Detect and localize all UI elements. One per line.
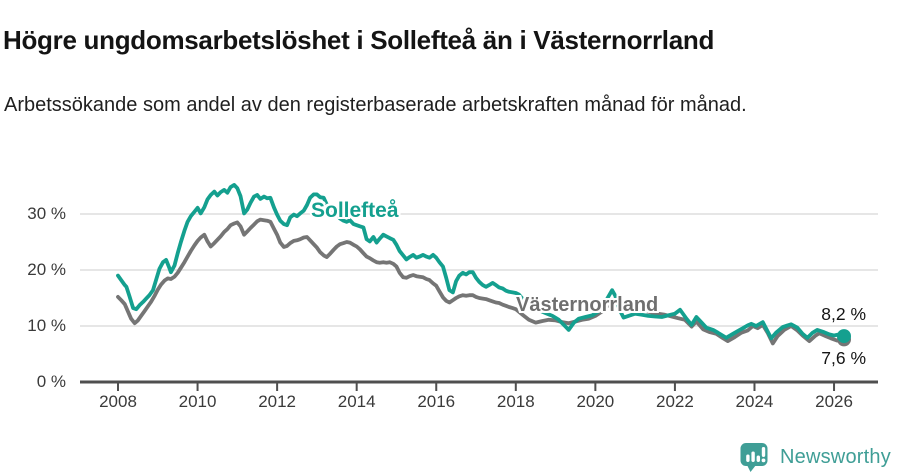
x-axis-label: 2024 <box>735 392 774 411</box>
newsworthy-logo-icon <box>740 443 768 472</box>
series-label-vasternorrland: Västernorrland <box>516 294 659 316</box>
series-end-dot-solleftea <box>837 329 851 344</box>
y-axis-labels: 0 % 10 % 20 % 30 % <box>0 0 70 420</box>
x-axis-label: 2008 <box>99 392 137 411</box>
x-axis-label: 2020 <box>576 392 615 411</box>
newsworthy-attribution: Newsworthy <box>739 442 891 473</box>
newsworthy-brand-text: Newsworthy <box>780 446 891 468</box>
x-axis-label: 2022 <box>655 392 694 411</box>
y-axis-label: 30 % <box>27 204 66 223</box>
x-axis-labels: 2008 2010 2012 2014 2016 2018 2020 2022 2024 2026 <box>0 392 900 416</box>
series-line-vasternorrland <box>116 217 846 346</box>
y-axis-label: 0 % <box>36 372 66 391</box>
x-axis-label: 2010 <box>178 392 217 411</box>
x-axis-label: 2018 <box>496 392 535 411</box>
y-axis-label: 10 % <box>27 316 66 335</box>
chart-subtitle: Arbetssökande som andel av den registerb… <box>4 94 747 116</box>
end-value-label-solleftea: 8,2 % <box>821 304 866 324</box>
end-value-label-vasternorrland: 7,6 % <box>821 348 866 368</box>
page-title: Högre ungdomsarbetslöshet i Sollefteå än… <box>3 25 715 56</box>
series-line-solleftea <box>116 182 846 341</box>
x-axis-label: 2016 <box>417 392 456 411</box>
series-label-solleftea: Sollefteå <box>311 199 399 222</box>
x-axis-label: 2012 <box>258 392 297 411</box>
y-axis-label: 20 % <box>27 260 66 279</box>
x-axis-label: 2014 <box>337 392 376 411</box>
x-axis-label: 2026 <box>815 392 853 411</box>
